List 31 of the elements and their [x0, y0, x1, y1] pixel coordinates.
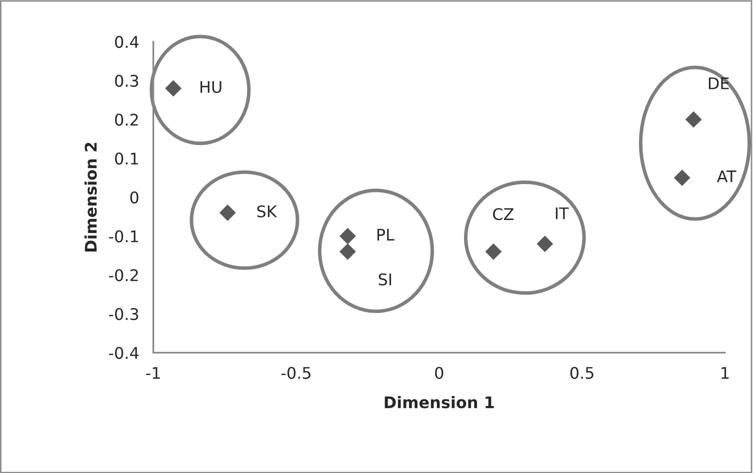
annotation: HU [200, 81, 222, 94]
x-tick-label: 1 [722, 367, 729, 379]
x-tick-label: 0.5 [570, 366, 594, 379]
point [674, 170, 690, 186]
annotation: SK [257, 205, 278, 218]
y-tick-label: -0.2 [109, 269, 138, 282]
point [536, 236, 554, 252]
y-tick-label: -0.4 [109, 346, 139, 360]
y-tick-label: 0.1 [115, 152, 138, 165]
annotation: CZ [493, 208, 514, 220]
y-tick-label: 0.4 [115, 36, 139, 48]
point [219, 204, 236, 221]
annotation: SI [378, 273, 392, 286]
y-tick-label: -0.3 [109, 308, 138, 320]
y-tick-label: -0.1 [109, 230, 138, 242]
annotation: IT [556, 207, 569, 220]
point [165, 80, 182, 97]
y-axis-title: Dimension 2 [84, 142, 97, 252]
point [339, 228, 356, 244]
y-tick-label: 0.3 [115, 74, 138, 87]
annotation: PL [377, 228, 394, 240]
x-axis-title: Dimension 1 [384, 396, 494, 408]
x-tick-label: 0 [435, 366, 444, 379]
point [339, 243, 356, 260]
x-tick-label: -1 [146, 367, 160, 379]
point [485, 243, 502, 260]
point [685, 111, 702, 128]
x-tick-label: -0.5 [281, 366, 310, 379]
y-tick-label: 0.2 [115, 114, 138, 126]
annotation: AT [716, 170, 736, 182]
y-tick-label: 0 [130, 191, 138, 204]
